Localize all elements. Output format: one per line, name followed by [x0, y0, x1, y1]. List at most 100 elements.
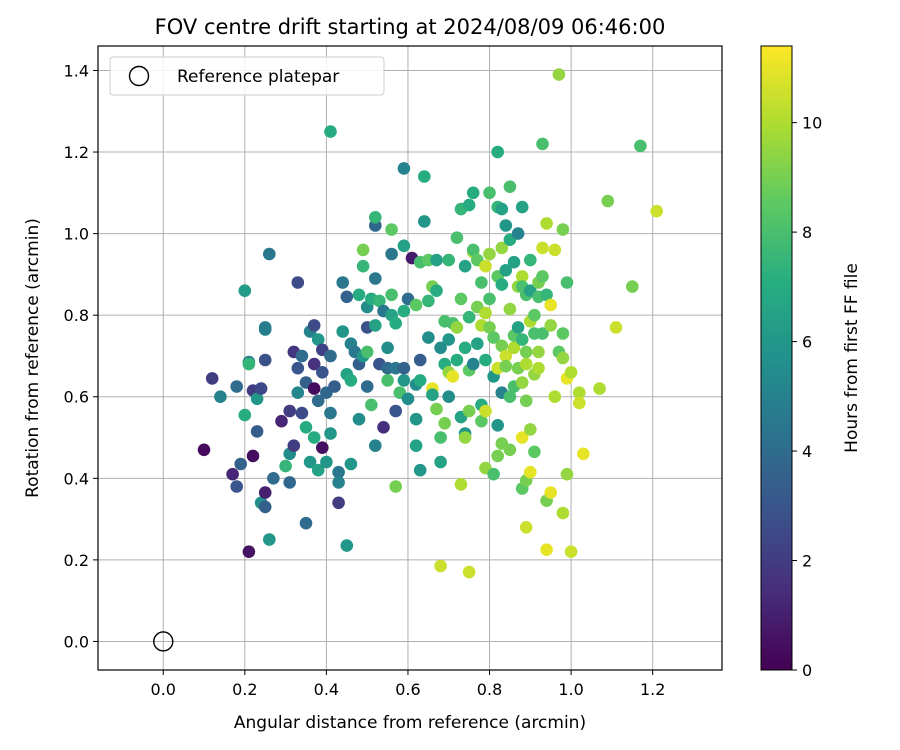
data-point [524, 465, 537, 479]
data-point [430, 284, 443, 298]
chart-title: FOV centre drift starting at 2024/08/09 … [155, 15, 666, 39]
data-point [397, 162, 411, 175]
data-point [503, 180, 517, 193]
data-point [434, 455, 447, 469]
data-point [511, 321, 525, 334]
data-point [389, 317, 403, 330]
data-point [442, 333, 456, 346]
data-point [446, 370, 460, 383]
data-point [450, 231, 464, 244]
data-point [483, 186, 496, 200]
data-point [503, 443, 517, 457]
data-point [234, 457, 247, 471]
data-point [479, 259, 492, 273]
data-point [524, 253, 537, 267]
data-point [524, 423, 537, 436]
data-point [389, 480, 403, 493]
data-point [532, 345, 545, 359]
data-point [507, 341, 521, 355]
data-point [560, 276, 574, 289]
data-point [336, 325, 350, 338]
data-point [258, 353, 272, 367]
data-point [552, 68, 566, 81]
data-point [369, 319, 382, 332]
x-axis-ticks: 0.0 0.2 0.4 0.6 0.8 1.0 1.2 [151, 670, 665, 699]
y-axis-label: Rotation from reference (arcmin) [23, 218, 43, 498]
data-point [311, 394, 325, 408]
x-tick-label: 1.2 [640, 680, 665, 699]
data-point [454, 292, 468, 306]
colorbar-tick-label: 8 [802, 223, 812, 242]
data-point [491, 419, 505, 432]
data-point [519, 521, 533, 534]
legend-box [109, 56, 385, 96]
colorbar: 0 2 4 6 8 10 Hours from first FF file [760, 45, 862, 680]
data-point [307, 319, 321, 332]
data-point [230, 480, 243, 493]
data-point [462, 198, 476, 212]
data-point [316, 366, 329, 379]
data-point [258, 500, 272, 514]
data-point [519, 394, 533, 408]
data-point [487, 331, 500, 344]
data-point [536, 241, 549, 255]
data-point [307, 431, 321, 444]
data-point [336, 276, 350, 289]
data-point [214, 390, 227, 404]
reference-layer [153, 631, 174, 652]
data-point [303, 455, 317, 469]
colorbar-gradient [760, 45, 793, 671]
data-point [573, 396, 586, 410]
data-point [295, 349, 309, 363]
data-point [475, 276, 488, 289]
data-point [495, 339, 509, 353]
data-point [491, 449, 505, 463]
data-point [450, 321, 464, 334]
legend-entry: Reference platepar [177, 67, 339, 87]
data-point [560, 467, 574, 481]
data-point [536, 270, 549, 283]
data-point [495, 241, 509, 255]
data-point [340, 539, 354, 552]
data-point [344, 374, 358, 387]
colorbar-ticks: 0 2 4 6 8 10 [792, 114, 822, 680]
data-point [556, 506, 570, 520]
data-point [311, 333, 325, 346]
data-point [299, 421, 313, 434]
data-point [299, 516, 313, 530]
data-point [491, 145, 505, 159]
data-point [352, 412, 366, 426]
data-point [238, 284, 252, 298]
data-point [430, 402, 443, 416]
data-point [316, 441, 329, 455]
x-tick-label: 0.8 [477, 680, 502, 699]
data-point [230, 380, 243, 393]
x-tick-label: 0.2 [232, 680, 257, 699]
data-point [495, 202, 509, 216]
data-point [356, 259, 370, 273]
plot-frame [97, 45, 723, 671]
colorbar-tick-label: 4 [802, 442, 812, 461]
data-point [332, 465, 345, 479]
data-point [458, 341, 472, 355]
data-point [471, 337, 484, 351]
data-point [291, 361, 305, 375]
data-point [626, 280, 639, 293]
y-axis-ticks: 0.0 0.2 0.4 0.6 0.8 1.0 1.2 1.4 [64, 61, 98, 651]
data-point [422, 331, 435, 344]
data-point [418, 170, 431, 183]
data-point [258, 321, 272, 334]
data-point [450, 353, 464, 367]
data-point [250, 425, 264, 438]
data-point [197, 443, 211, 457]
colorbar-tick-label: 10 [802, 114, 822, 133]
data-point [556, 351, 570, 365]
data-point [263, 533, 276, 546]
data-point [369, 439, 382, 453]
reference-point-marker [153, 631, 174, 652]
data-point [360, 380, 374, 393]
data-point [344, 457, 358, 471]
data-point [483, 292, 496, 306]
data-point [540, 543, 553, 556]
y-tick-label: 0.2 [64, 551, 89, 570]
